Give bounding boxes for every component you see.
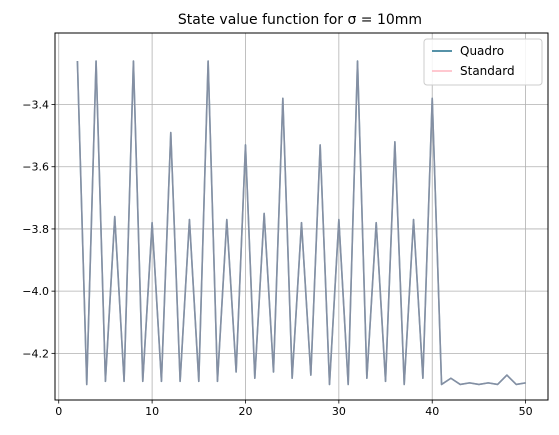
legend-label: Standard bbox=[460, 64, 515, 78]
y-tick-label: −4.0 bbox=[22, 285, 49, 298]
plot-frame bbox=[54, 32, 549, 401]
x-tick-label: 40 bbox=[425, 405, 439, 418]
x-tick-label: 50 bbox=[519, 405, 533, 418]
y-axis: −4.2 −4.0 −3.8 −3.6 −3.4 bbox=[22, 99, 55, 360]
x-tick-label: 10 bbox=[145, 405, 159, 418]
chart-title: State value function for σ = 10mm bbox=[178, 12, 422, 28]
y-tick-label: −3.8 bbox=[22, 223, 49, 236]
legend-box bbox=[423, 38, 543, 86]
y-tick-label: −4.2 bbox=[22, 347, 49, 360]
series-line-quadro bbox=[76, 60, 526, 386]
y-tick-label: −3.6 bbox=[22, 161, 49, 174]
y-tick-label: −3.4 bbox=[22, 99, 49, 112]
x-tick-label: 0 bbox=[55, 405, 62, 418]
x-axis: 0 10 20 30 40 50 bbox=[55, 400, 533, 418]
legend-label: Quadro bbox=[460, 44, 504, 58]
legend: Quadro Standard bbox=[423, 38, 543, 86]
x-tick-label: 20 bbox=[238, 405, 252, 418]
series-layer bbox=[76, 60, 526, 386]
series-line-standard bbox=[76, 60, 526, 386]
x-tick-label: 30 bbox=[332, 405, 346, 418]
